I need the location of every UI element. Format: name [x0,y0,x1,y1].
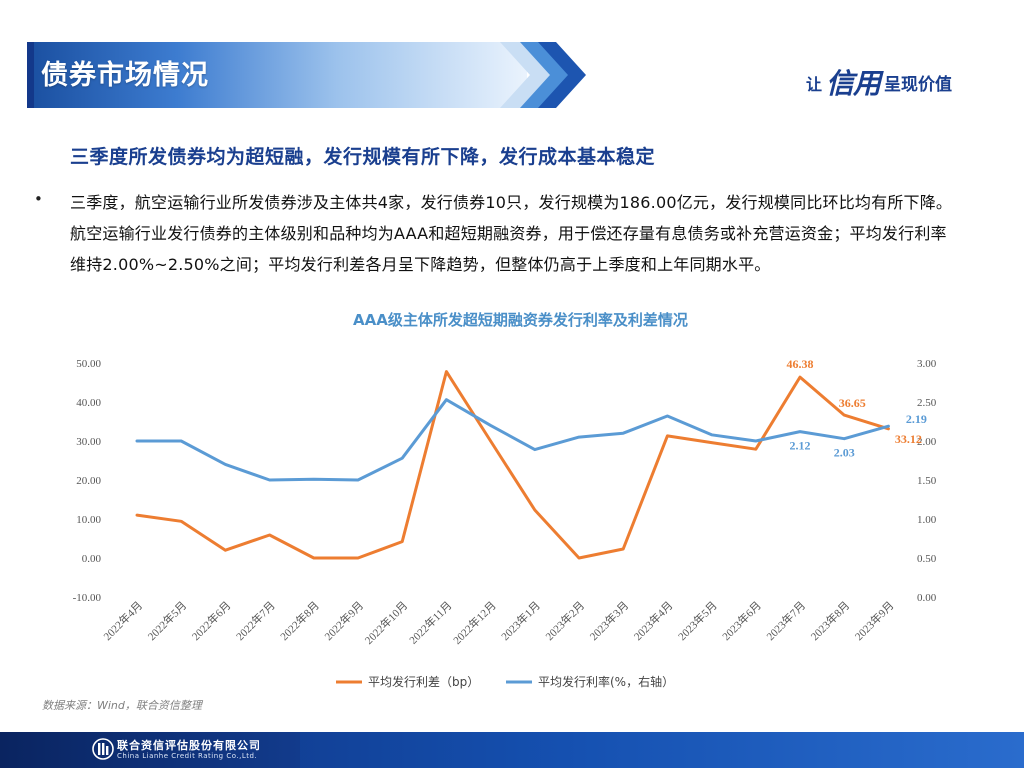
x-tick-label: 2022年5月 [144,598,189,643]
data-label: 33.12 [895,432,922,446]
y-right-tick-label: 2.50 [917,397,937,409]
series-line-rate [135,398,890,482]
y-left-tick-label: 30.00 [76,436,101,448]
y-right-tick-label: 1.50 [917,475,937,487]
slogan: 让信用 呈现价值 [806,62,952,102]
slogan-emphasis: 信用 [825,67,881,100]
company-name-cn: 联合资信评估股份有限公司 [117,739,261,752]
slogan-prefix: 让 [805,75,822,94]
company-logo-icon [92,738,114,760]
y-left-tick-label: 10.00 [76,514,101,526]
chart-title: AAA级主体所发超短期融资券发行利率及利差情况 [353,311,688,329]
y-left-tick-label: 20.00 [76,475,101,487]
body-paragraph: 三季度，航空运输行业所发债券涉及主体共4家，发行债券10只，发行规模为186.0… [70,193,953,274]
x-tick-label: 2022年7月 [233,598,278,643]
data-label: 36.65 [839,396,866,410]
x-tick-label: 2022年9月 [321,598,366,643]
x-tick-label: 2023年1月 [498,598,543,643]
legend-label: 平均发行利率(%，右轴） [538,674,674,689]
y-left-tick-label: 50.00 [76,358,101,370]
y-left-tick-label: -10.00 [73,592,102,604]
series-line-spread [135,370,890,560]
y-right-tick-label: 1.00 [917,514,937,526]
y-right-tick-label: 3.00 [917,358,937,370]
header-banner [27,42,557,108]
bullet-marker: • [34,190,43,208]
x-tick-label: 2023年5月 [675,598,720,643]
footer-bar [0,732,1024,768]
x-tick-label: 2022年10月 [362,598,411,647]
x-tick-label: 2022年6月 [189,598,234,643]
company-name-en: China Lianhe Credit Rating Co.,Ltd. [117,752,258,760]
x-tick-label: 2023年7月 [763,598,808,643]
y-right-tick-label: 0.50 [917,553,937,565]
x-tick-label: 2022年8月 [277,598,322,643]
y-left-tick-label: 0.00 [82,553,102,565]
header-band [27,42,527,108]
line-chart: -10.00 0.00 10.00 20.00 30.00 40.00 50.00 0.00 0… [73,357,937,689]
header-edge [27,42,34,108]
x-tick-label: 2023年3月 [586,598,631,643]
y-right-tick-label: 2.00 [917,436,937,448]
y-left-tick-label: 40.00 [76,397,101,409]
x-tick-label: 2023年8月 [807,598,852,643]
x-tick-label: 2022年4月 [100,598,145,643]
footer-left-band [0,732,300,768]
x-tick-label: 2023年9月 [852,598,897,643]
page-title: 债券市场情况 [41,60,209,91]
slogan-suffix: 呈现价值 [884,75,952,95]
chevron-arrows-icon [500,42,586,108]
x-tick-label: 2023年2月 [542,598,587,643]
data-label: 2.03 [834,446,855,460]
section-subheading: 三季度所发债券均为超短融，发行规模有所下降，发行成本基本稳定 [70,146,656,168]
x-tick-label: 2022年11月 [406,598,455,647]
y-right-tick-label: 0.00 [917,592,937,604]
data-label: 2.12 [790,439,811,453]
x-tick-label: 2022年12月 [450,598,499,647]
data-label: 46.38 [787,357,814,371]
data-source-note: 数据来源：Wind，联合资信整理 [42,699,202,712]
legend-label: 平均发行利差（bp） [368,674,479,689]
x-tick-label: 2023年4月 [631,598,676,643]
x-tick-label: 2023年6月 [719,598,764,643]
data-label: 2.19 [906,412,927,426]
